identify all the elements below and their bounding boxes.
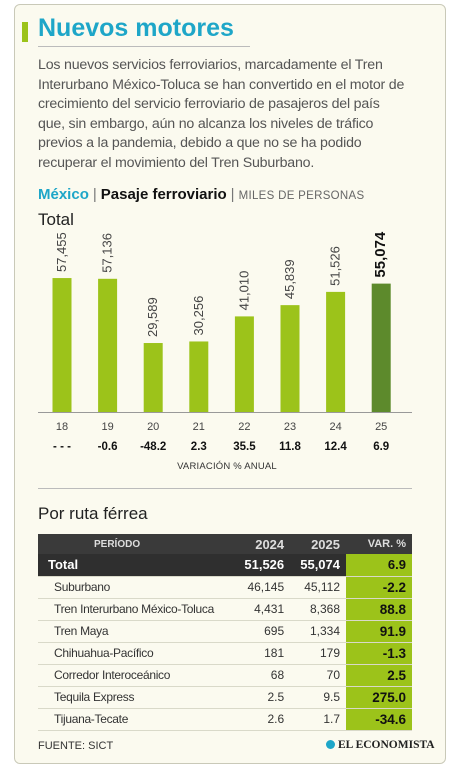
route-2025: 9.5 (323, 690, 340, 704)
chart-title-unit: MILES DE PERSONAS (238, 190, 365, 202)
x-tick-label: 20 (147, 421, 159, 433)
headline-rule (38, 46, 250, 47)
route-2024: 4,431 (254, 602, 285, 616)
bar-chart: 57,455 18 - - - 57,136 19 -0.6 29,589 20 -48.2 30… (38, 231, 412, 472)
route-2024: 181 (264, 646, 285, 660)
variation-axis-label: VARIACIÓN % ANUAL (177, 461, 277, 472)
route-2024: 2.5 (267, 690, 285, 704)
bar-24 (326, 291, 346, 412)
variation-label: 2.3 (191, 441, 207, 453)
variation-label: -48.2 (140, 441, 166, 453)
bar-19 (98, 278, 118, 412)
total-label: Total (38, 210, 74, 229)
header-2025: 2025 (290, 534, 346, 554)
x-tick-label: 23 (284, 421, 296, 433)
table-header-row: PERÍODO 2024 2025 VAR. % (38, 534, 412, 554)
variation-label: -0.6 (98, 441, 118, 453)
route-var: -34.6 (346, 708, 412, 730)
route-name: Tijuana-Tecate (54, 712, 129, 726)
routes-table: PERÍODO 2024 2025 VAR. % Total 51,526 55… (38, 534, 412, 731)
bar-21 (189, 341, 209, 412)
route-2024: 68 (270, 668, 285, 682)
bar-20 (143, 343, 163, 412)
header-period: PERÍODO (38, 534, 235, 554)
variation-label: 35.5 (233, 441, 256, 453)
x-tick-label: 19 (101, 421, 113, 433)
bar-value-label: 41,010 (236, 271, 251, 311)
total-2025: 55,074 (290, 554, 346, 576)
brand-logo-icon (326, 740, 335, 749)
route-2024: 695 (264, 624, 285, 638)
section-rule (38, 488, 412, 489)
route-var: 91.9 (346, 620, 412, 642)
x-tick-label: 21 (193, 421, 205, 433)
route-name: Tren Interurbano México-Toluca (54, 602, 214, 616)
route-title: Por ruta férrea (38, 504, 148, 523)
bar-23 (280, 305, 300, 412)
header-var: VAR. % (346, 534, 412, 554)
bar-value-label: 30,256 (191, 296, 206, 336)
route-name: Suburbano (54, 580, 111, 594)
route-2025: 70 (326, 668, 340, 682)
variation-label: - - - (53, 441, 71, 453)
route-2025: 1.7 (323, 712, 340, 726)
x-tick-label: 25 (375, 421, 387, 433)
bar-22 (234, 316, 254, 412)
total-name: Total (38, 554, 235, 576)
header-2024: 2024 (234, 534, 291, 554)
route-2025: 45,112 (304, 580, 340, 594)
route-2024: 46,145 (247, 580, 285, 594)
route-name: Tequila Express (54, 690, 135, 704)
bar-value-label: 51,526 (328, 246, 343, 286)
table-row: Tren Maya 695 1,334 91.9 (38, 620, 412, 642)
route-var: 88.8 (346, 598, 412, 620)
x-tick-label: 24 (329, 421, 341, 433)
bar-value-label: 57,136 (100, 233, 115, 273)
x-tick-label: 22 (238, 421, 250, 433)
route-2025: 179 (319, 646, 340, 660)
route-name: Tren Maya (54, 624, 109, 638)
variation-label: 6.9 (373, 441, 389, 453)
intro-text: Los nuevos servicios ferroviarios, marca… (38, 57, 405, 171)
table-row: Corredor Interoceánico 68 70 2.5 (38, 664, 412, 686)
brand-name: EL ECONOMISTA (338, 739, 435, 751)
chart-title-separator: | (92, 186, 97, 203)
table-row-total: Total 51,526 55,074 6.9 (38, 554, 412, 576)
x-tick-label: 18 (56, 421, 68, 433)
route-var: -2.2 (346, 576, 412, 598)
table-row: Chihuahua-Pacífico 181 179 -1.3 (38, 642, 412, 664)
total-var: 6.9 (346, 554, 412, 576)
table-row: Suburbano 46,145 45,112 -2.2 (38, 576, 412, 598)
route-name: Chihuahua-Pacífico (54, 646, 154, 660)
bar-value-label: 57,455 (54, 232, 69, 272)
variation-label: 11.8 (279, 441, 301, 453)
chart-title: México | Pasaje ferroviario | MILES DE PERSO… (38, 186, 364, 203)
table-row: Tijuana-Tecate 2.6 1.7 -34.6 (38, 708, 412, 730)
route-var: 2.5 (346, 664, 412, 686)
chart-title-country: México (38, 186, 89, 203)
variation-label: 12.4 (324, 441, 347, 453)
chart-title-separator-2: | (230, 186, 235, 203)
route-name: Corredor Interoceánico (54, 668, 171, 682)
bar-value-label: 55,074 (372, 231, 389, 278)
headline: Nuevos motores (38, 14, 234, 42)
total-2024: 51,526 (234, 554, 291, 576)
route-2024: 2.6 (267, 712, 285, 726)
route-var: 275.0 (346, 686, 412, 708)
route-2025: 8,368 (309, 602, 340, 616)
bar-18 (52, 278, 72, 412)
headline-accent (22, 22, 28, 42)
route-2025: 1,334 (309, 624, 340, 638)
bar-value-label: 29,589 (145, 297, 160, 337)
table-row: Tequila Express 2.5 9.5 275.0 (38, 686, 412, 708)
table-row: Tren Interurbano México-Toluca 4,431 8,368… (38, 598, 412, 620)
brand: EL ECONOMISTA (326, 739, 435, 751)
source-note: FUENTE: SICT (38, 740, 114, 752)
bar-value-label: 45,839 (282, 259, 297, 299)
route-var: -1.3 (346, 642, 412, 664)
bar-25 (371, 283, 391, 412)
chart-title-main: Pasaje ferroviario (100, 186, 227, 203)
